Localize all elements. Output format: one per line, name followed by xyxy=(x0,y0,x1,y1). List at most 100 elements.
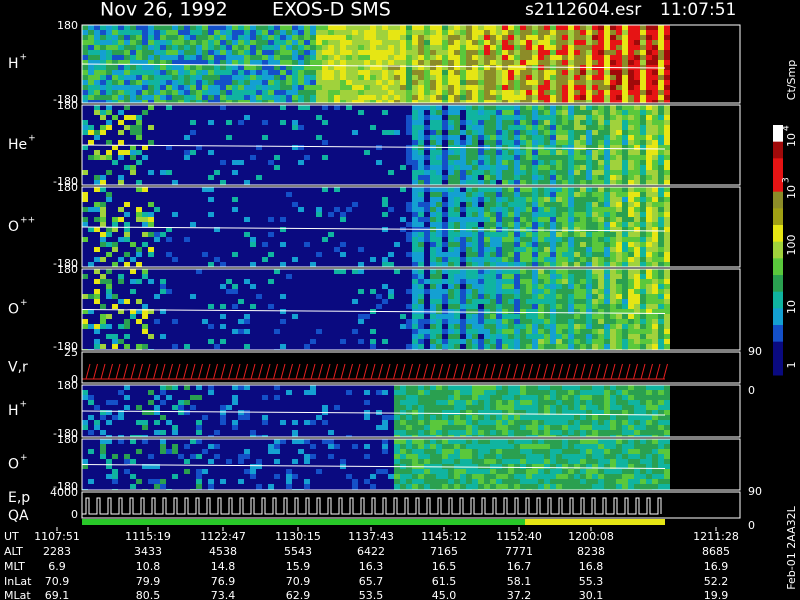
spectrogram-cell xyxy=(436,70,442,75)
spectrogram-cell xyxy=(376,232,382,237)
spectrogram-cell xyxy=(604,145,610,150)
spectrogram-cell xyxy=(496,180,502,185)
spectrogram-cell xyxy=(196,197,202,202)
spectrogram-cell xyxy=(274,35,280,40)
spectrogram-cell xyxy=(424,217,430,222)
spectrogram-cell xyxy=(442,247,448,252)
spectrogram-cell xyxy=(286,212,292,217)
spectrogram-cell xyxy=(322,217,328,222)
spectrogram-cell xyxy=(652,25,658,30)
spectrogram-cell xyxy=(214,197,220,202)
spectrogram-cell xyxy=(340,60,346,65)
spectrogram-cell xyxy=(112,289,118,294)
spectrogram-cell xyxy=(610,25,616,30)
spectrogram-cell xyxy=(394,55,400,60)
spectrogram-cell xyxy=(184,70,190,75)
spectrogram-cell xyxy=(160,309,166,314)
spectrogram-cell xyxy=(448,262,454,267)
spectrogram-cell xyxy=(130,125,136,130)
spectrogram-cell xyxy=(640,45,646,50)
spectrogram-cell xyxy=(94,227,100,232)
spectrogram-cell xyxy=(124,115,130,120)
spectrogram-cell xyxy=(340,207,346,212)
spectrogram-cell xyxy=(82,175,88,180)
spectrogram-cell xyxy=(88,232,94,237)
spectrogram-cell xyxy=(142,227,148,232)
spectrogram-cell xyxy=(82,222,88,227)
spectrogram-cell xyxy=(346,160,352,165)
spectrogram-cell xyxy=(400,202,406,207)
spectrogram-cell xyxy=(610,247,616,252)
spectrogram-cell xyxy=(478,170,484,175)
spectrogram-cell xyxy=(82,187,88,192)
spectrogram-cell xyxy=(226,55,232,60)
spectrogram-cell xyxy=(166,110,172,115)
spectrogram-cell xyxy=(118,140,124,145)
spectrogram-cell xyxy=(352,227,358,232)
spectrogram-cell xyxy=(430,95,436,100)
spectrogram-cell xyxy=(496,207,502,212)
spectrogram-cell xyxy=(502,222,508,227)
spectrogram-cell xyxy=(454,170,460,175)
spectrogram-cell xyxy=(658,247,664,252)
spectrogram-cell xyxy=(160,197,166,202)
spectrogram-cell xyxy=(118,110,124,115)
spectrogram-cell xyxy=(418,237,424,242)
colorbar-tick-label: 100 xyxy=(785,235,798,256)
spectrogram-cell xyxy=(394,192,400,197)
spectrogram-cell xyxy=(304,232,310,237)
spectrogram-cell xyxy=(274,160,280,165)
spectrogram-cell xyxy=(526,175,532,180)
panel-frame xyxy=(81,24,741,104)
spectrogram-cell xyxy=(250,212,256,217)
spectrogram-cell xyxy=(250,100,256,103)
spectrogram-cell xyxy=(508,95,514,100)
spectrogram-cell xyxy=(604,35,610,40)
spectrogram-cell xyxy=(106,262,112,267)
spectrogram-cell xyxy=(472,155,478,160)
spectrogram-cell xyxy=(190,35,196,40)
spectrogram-cell xyxy=(142,55,148,60)
spectrogram-cell xyxy=(478,140,484,145)
spectrogram-cell xyxy=(202,217,208,222)
spectrogram-cell xyxy=(520,125,526,130)
spectrogram-cell xyxy=(406,252,412,257)
spectrogram-cell xyxy=(412,100,418,103)
spectrogram-cell xyxy=(610,55,616,60)
spectrogram-cell xyxy=(310,70,316,75)
spectrogram-cell xyxy=(172,160,178,165)
spectrogram-cell xyxy=(580,165,586,170)
spectrogram-cell xyxy=(190,55,196,60)
spectrogram-cell xyxy=(322,262,328,267)
spectrogram-cell xyxy=(538,202,544,207)
spectrogram-cell xyxy=(664,125,670,130)
spectrogram-cell xyxy=(166,180,172,185)
spectrogram-cell xyxy=(538,170,544,175)
spectrogram-cell xyxy=(574,197,580,202)
spectrogram-cell xyxy=(466,135,472,140)
spectrogram-cell xyxy=(346,232,352,237)
spectrogram-cell xyxy=(430,115,436,120)
spectrogram-cell xyxy=(82,95,88,100)
spectrogram-cell xyxy=(154,289,160,294)
spectrogram-cell xyxy=(358,120,364,125)
spectrogram-cell xyxy=(616,192,622,197)
spectrogram-cell xyxy=(148,35,154,40)
spectrogram-cell xyxy=(448,60,454,65)
spectrogram-cell xyxy=(598,197,604,202)
spectrogram-cell xyxy=(94,35,100,40)
spectrogram-cell xyxy=(514,25,520,30)
spectrogram-cell xyxy=(664,130,670,135)
spectrogram-cell xyxy=(298,95,304,100)
spectrogram-cell xyxy=(184,180,190,185)
spectrogram-cell xyxy=(214,125,220,130)
spectrogram-cell xyxy=(394,25,400,30)
spectrogram-cell xyxy=(370,45,376,50)
spectrogram-cell xyxy=(106,100,112,103)
spectrogram-cell xyxy=(664,180,670,185)
spectrogram-cell xyxy=(298,222,304,227)
spectrogram-cell xyxy=(568,70,574,75)
spectrogram-cell xyxy=(538,150,544,155)
spectrogram-cell xyxy=(286,110,292,115)
spectrogram-cell xyxy=(508,192,514,197)
